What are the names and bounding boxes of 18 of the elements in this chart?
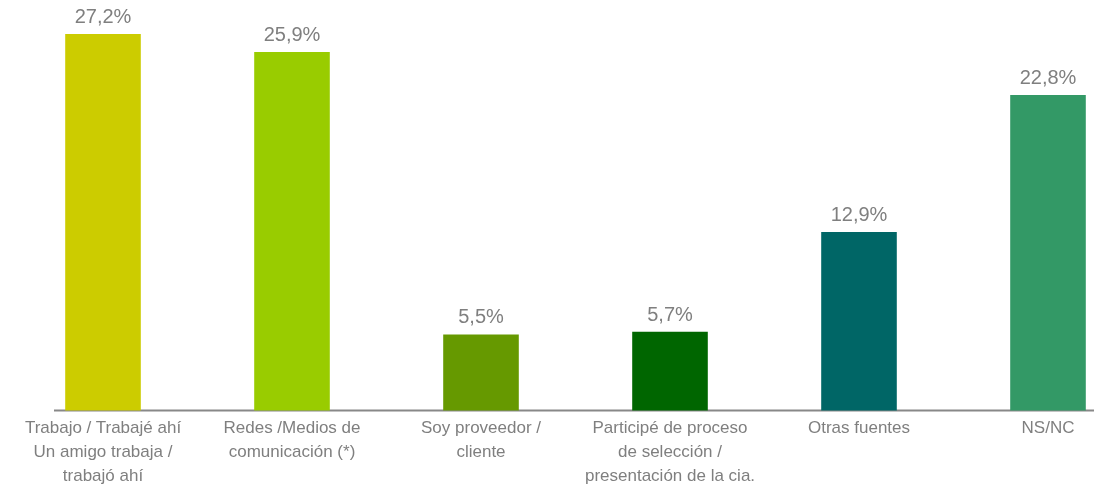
data-label: 25,9%	[263, 23, 321, 45]
bar	[1010, 94, 1086, 411]
data-label: 12,9%	[830, 202, 888, 225]
bar	[632, 331, 708, 411]
x-tick-label: Soy proveedor / cliente	[420, 418, 542, 461]
data-label: 27,2%	[74, 5, 132, 27]
bar	[821, 231, 897, 411]
x-tick-label: Redes /Medios de comunicación (*)	[223, 418, 361, 461]
x-tick-label: Participé de proceso de selección / presentación de la cia.	[584, 418, 756, 485]
data-label: 22,8%	[1019, 65, 1077, 88]
bar	[65, 34, 141, 411]
bar	[254, 52, 330, 411]
data-label: 5,5%	[458, 305, 505, 328]
bar	[443, 334, 519, 411]
data-label: 5,7%	[647, 302, 694, 325]
x-tick-label: NS/NC	[1021, 418, 1075, 438]
x-tick-label: Trabajo / Trabajé ahí Un amigo trabaja / trabajó ahí	[24, 418, 182, 485]
x-tick-label: Otras fuentes	[807, 418, 911, 438]
